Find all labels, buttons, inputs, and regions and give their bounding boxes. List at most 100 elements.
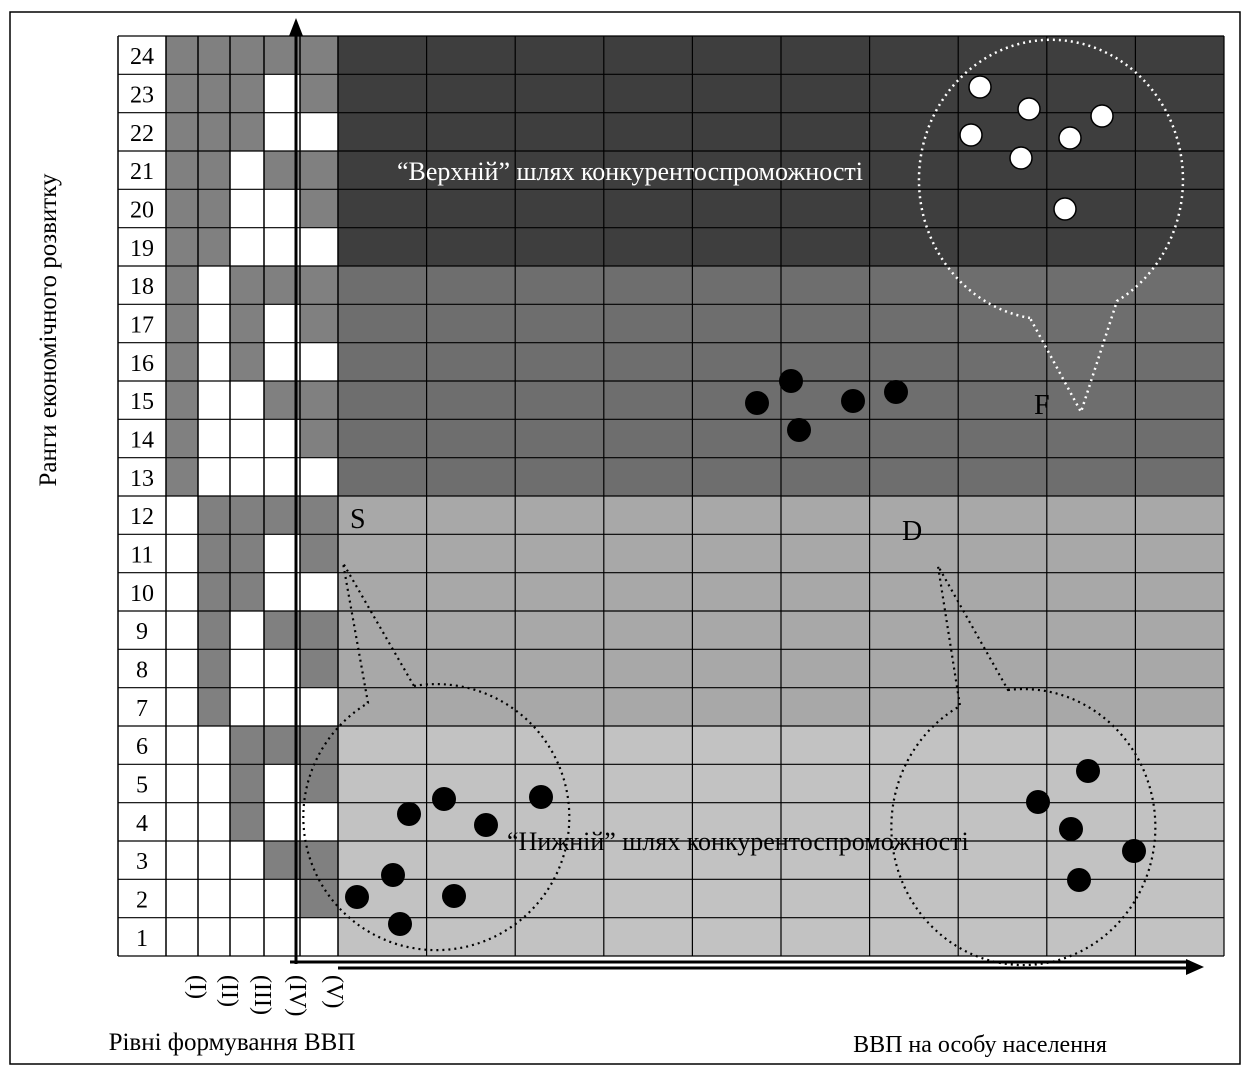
rank-label: 5 — [136, 773, 148, 799]
level-cell — [166, 304, 198, 343]
level-cell — [198, 227, 230, 266]
level-cell — [264, 687, 300, 726]
level-cell — [166, 74, 198, 113]
level-cell — [198, 74, 230, 113]
rank-label: 13 — [130, 466, 154, 492]
middle-cluster-points — [745, 369, 908, 442]
level-cell — [230, 841, 264, 880]
level-cell — [198, 112, 230, 151]
level-cell — [264, 726, 300, 765]
rank-label: 4 — [136, 811, 148, 837]
level-cell — [166, 879, 198, 918]
f-cluster-points — [959, 75, 1114, 221]
level-cell — [264, 342, 300, 381]
level-cell — [264, 802, 300, 841]
level-cell — [230, 726, 264, 765]
upper-path-label: “Верхній” шлях конкурентоспроможності — [397, 157, 863, 186]
level-cell — [198, 917, 230, 956]
level-cell — [264, 841, 300, 880]
level-cell — [264, 419, 300, 458]
level-cell — [264, 381, 300, 420]
level-cell — [300, 457, 338, 496]
level-cell — [166, 36, 198, 75]
level-cell — [166, 496, 198, 535]
level-cell — [300, 266, 338, 305]
level-cell — [230, 649, 264, 688]
point-s-label: S — [350, 504, 366, 535]
levels-title: Рівні формування ВВП — [109, 1029, 356, 1056]
level-cell — [300, 572, 338, 611]
level-labels: (I) (II) (III) (IV) (V) — [184, 975, 347, 1016]
level-cell — [300, 151, 338, 190]
level-cell — [230, 151, 264, 190]
level-cell — [230, 74, 264, 113]
s-point — [442, 884, 466, 908]
level-cell — [300, 726, 338, 765]
rank-label: 12 — [130, 504, 154, 530]
level-cell — [230, 534, 264, 573]
rank-label: 8 — [136, 658, 148, 684]
level-cell — [166, 572, 198, 611]
f-point — [1017, 97, 1041, 121]
rank-label: 24 — [130, 44, 154, 70]
level-cell — [230, 381, 264, 420]
level-cell — [264, 227, 300, 266]
level-cell — [166, 419, 198, 458]
level-cell — [166, 841, 198, 880]
level-cell — [166, 457, 198, 496]
level-cell — [230, 687, 264, 726]
level-cell — [264, 266, 300, 305]
middle-point — [779, 369, 803, 393]
level-cell — [300, 419, 338, 458]
level-cell — [264, 649, 300, 688]
level-label: (II) — [216, 975, 242, 1007]
rank-label: 2 — [136, 888, 148, 914]
rank-label: 7 — [136, 696, 148, 722]
rank-label: 18 — [130, 274, 154, 300]
outer-frame — [9, 11, 1241, 1065]
rank-label: 15 — [130, 389, 154, 415]
f-point — [959, 123, 983, 147]
level-cell — [300, 304, 338, 343]
d-point — [1076, 759, 1100, 783]
rank-label: 17 — [130, 313, 154, 339]
level-label: (I) — [184, 975, 210, 999]
level-cell — [300, 764, 338, 803]
level-cell — [198, 266, 230, 305]
s-point — [388, 912, 412, 936]
x-axis-title: ВВП на особу населення — [853, 1032, 1107, 1058]
level-cell — [300, 917, 338, 956]
s-cluster-points — [345, 785, 553, 936]
level-cell — [264, 879, 300, 918]
level-cell — [264, 611, 300, 650]
level-cell — [230, 342, 264, 381]
level-cell — [230, 36, 264, 75]
level-cell — [300, 879, 338, 918]
level-cell — [230, 112, 264, 151]
level-cell — [230, 266, 264, 305]
level-cell — [198, 534, 230, 573]
level-cell — [230, 802, 264, 841]
middle-point — [787, 418, 811, 442]
rank-label: 10 — [130, 581, 154, 607]
level-cell — [300, 611, 338, 650]
level-cell — [166, 917, 198, 956]
level-cell — [264, 304, 300, 343]
rank-label: 21 — [130, 159, 154, 185]
d-point — [1026, 790, 1050, 814]
d-point — [1059, 817, 1083, 841]
level-cell — [264, 151, 300, 190]
f-point — [1053, 197, 1077, 221]
rank-label: 23 — [130, 83, 154, 109]
rank-label: 19 — [130, 236, 154, 262]
level-cell — [198, 419, 230, 458]
level-cell — [264, 496, 300, 535]
level-cell — [166, 687, 198, 726]
grid-lines — [117, 35, 1225, 957]
middle-point — [841, 389, 865, 413]
rank-label: 22 — [130, 121, 154, 147]
s-point — [529, 785, 553, 809]
level-cell — [300, 802, 338, 841]
level-cell — [198, 151, 230, 190]
level-cell — [300, 649, 338, 688]
